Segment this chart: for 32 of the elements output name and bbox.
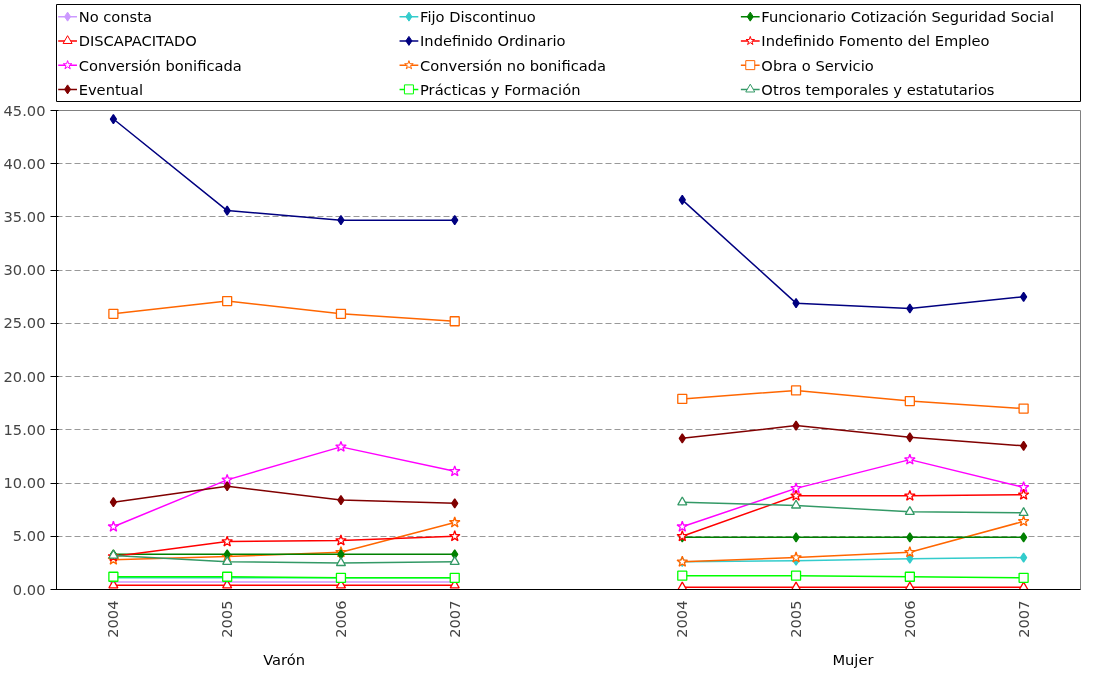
- legend-label: DISCAPACITADO: [78, 32, 197, 50]
- x-tick-label: 2005: [218, 600, 236, 638]
- legend-label: Conversión no bonificada: [420, 56, 606, 74]
- legend-label: Funcionario Cotización Seguridad Social: [761, 8, 1055, 26]
- legend-label: Conversión bonificada: [78, 56, 242, 74]
- x-tick-label: 2007: [445, 600, 463, 638]
- legend-label: Eventual: [78, 80, 144, 98]
- y-tick-label: 20.00: [3, 367, 46, 385]
- x-tick-label: 2004: [673, 600, 691, 638]
- x-tick-label: 2007: [1014, 600, 1032, 638]
- legend-label: No consta: [78, 8, 152, 26]
- y-tick-label: 15.00: [3, 420, 46, 438]
- y-tick-label: 5.00: [12, 527, 46, 545]
- y-tick-label: 30.00: [3, 261, 46, 279]
- x-tick-label: 2006: [900, 600, 918, 638]
- x-tick-label: 2005: [787, 600, 805, 638]
- y-tick-label: 45.00: [3, 101, 46, 119]
- legend-label: Indefinido Fomento del Empleo: [761, 32, 990, 50]
- legend-label: Indefinido Ordinario: [420, 32, 566, 50]
- y-tick-label: 35.00: [3, 207, 46, 225]
- legend-label: Fijo Discontinuo: [420, 8, 536, 26]
- text: Varón: [263, 650, 305, 668]
- legend-label: Obra o Servicio: [761, 56, 874, 74]
- legend-label: Prácticas y Formación: [420, 80, 581, 98]
- text: Mujer: [832, 650, 875, 668]
- y-tick-label: 40.00: [3, 154, 46, 172]
- y-tick-label: 0.00: [12, 580, 46, 598]
- x-tick-label: 2004: [104, 600, 122, 638]
- x-tick-label: 2006: [331, 600, 349, 638]
- y-tick-label: 10.00: [3, 474, 46, 492]
- legend-label: Otros temporales y estatutarios: [761, 80, 995, 98]
- y-tick-label: 25.00: [3, 314, 46, 332]
